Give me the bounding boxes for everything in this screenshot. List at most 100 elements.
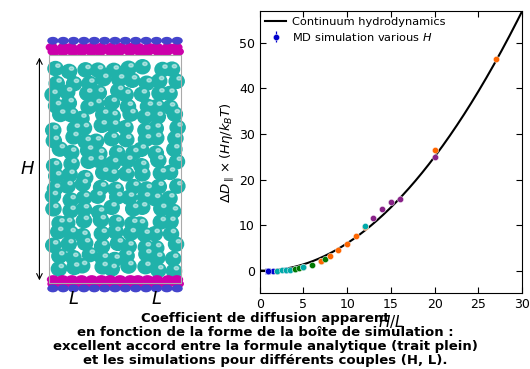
- Ellipse shape: [104, 96, 119, 110]
- Ellipse shape: [134, 182, 138, 186]
- Ellipse shape: [113, 48, 125, 55]
- Ellipse shape: [59, 264, 64, 268]
- Ellipse shape: [84, 123, 89, 127]
- Ellipse shape: [100, 208, 104, 211]
- Ellipse shape: [74, 111, 89, 125]
- Ellipse shape: [102, 242, 107, 245]
- Ellipse shape: [160, 89, 164, 92]
- Ellipse shape: [114, 276, 126, 283]
- Ellipse shape: [113, 121, 118, 124]
- Ellipse shape: [93, 213, 109, 227]
- Ellipse shape: [84, 204, 89, 208]
- Ellipse shape: [121, 259, 136, 273]
- Ellipse shape: [58, 227, 63, 231]
- Ellipse shape: [158, 156, 163, 159]
- Ellipse shape: [93, 180, 109, 194]
- Ellipse shape: [58, 285, 68, 292]
- Ellipse shape: [170, 120, 185, 134]
- Ellipse shape: [119, 249, 134, 263]
- Ellipse shape: [48, 182, 63, 196]
- Ellipse shape: [135, 167, 150, 181]
- Ellipse shape: [46, 189, 60, 203]
- Ellipse shape: [139, 76, 154, 90]
- Text: et les simulations pour différents couples (H, L).: et les simulations pour différents coupl…: [83, 354, 447, 367]
- Ellipse shape: [98, 66, 103, 69]
- Ellipse shape: [117, 218, 121, 221]
- Ellipse shape: [60, 85, 75, 99]
- Ellipse shape: [101, 183, 105, 186]
- Ellipse shape: [105, 118, 121, 132]
- Ellipse shape: [75, 177, 91, 191]
- Ellipse shape: [56, 101, 61, 105]
- Ellipse shape: [119, 75, 124, 78]
- Ellipse shape: [46, 123, 61, 137]
- Ellipse shape: [99, 156, 103, 159]
- Ellipse shape: [172, 48, 183, 55]
- Ellipse shape: [134, 48, 145, 55]
- Ellipse shape: [138, 123, 153, 137]
- Ellipse shape: [165, 204, 181, 218]
- Ellipse shape: [49, 76, 64, 90]
- Ellipse shape: [163, 100, 178, 114]
- Ellipse shape: [52, 249, 67, 263]
- Ellipse shape: [49, 99, 64, 113]
- Ellipse shape: [114, 66, 119, 69]
- Ellipse shape: [76, 276, 87, 283]
- Ellipse shape: [53, 90, 57, 93]
- Ellipse shape: [74, 132, 78, 136]
- Ellipse shape: [153, 215, 169, 229]
- Ellipse shape: [52, 142, 67, 156]
- Ellipse shape: [162, 191, 177, 205]
- Ellipse shape: [86, 65, 90, 69]
- Ellipse shape: [175, 145, 179, 148]
- Ellipse shape: [151, 263, 166, 277]
- Ellipse shape: [128, 102, 132, 106]
- Ellipse shape: [167, 142, 182, 156]
- Ellipse shape: [86, 44, 98, 51]
- Ellipse shape: [86, 276, 97, 283]
- Ellipse shape: [138, 260, 153, 274]
- Ellipse shape: [113, 158, 118, 162]
- Ellipse shape: [135, 60, 150, 74]
- Ellipse shape: [103, 254, 108, 258]
- Ellipse shape: [153, 48, 164, 55]
- Ellipse shape: [110, 190, 125, 204]
- Ellipse shape: [102, 229, 107, 232]
- Ellipse shape: [120, 285, 130, 292]
- Ellipse shape: [66, 280, 77, 287]
- Ellipse shape: [95, 260, 110, 274]
- Ellipse shape: [82, 76, 97, 90]
- Ellipse shape: [120, 100, 136, 114]
- Ellipse shape: [107, 63, 121, 77]
- Ellipse shape: [149, 100, 164, 114]
- Ellipse shape: [71, 195, 75, 199]
- Ellipse shape: [67, 218, 72, 222]
- Ellipse shape: [100, 38, 110, 44]
- Ellipse shape: [55, 184, 60, 187]
- Ellipse shape: [126, 202, 141, 216]
- Ellipse shape: [149, 241, 164, 255]
- Ellipse shape: [101, 215, 105, 219]
- Ellipse shape: [150, 251, 165, 265]
- Ellipse shape: [156, 124, 161, 127]
- Ellipse shape: [118, 192, 122, 196]
- Ellipse shape: [78, 170, 93, 184]
- Ellipse shape: [131, 110, 135, 113]
- Ellipse shape: [109, 215, 124, 229]
- Ellipse shape: [66, 130, 81, 144]
- Ellipse shape: [163, 227, 179, 241]
- Ellipse shape: [76, 191, 92, 205]
- Ellipse shape: [89, 102, 93, 106]
- Ellipse shape: [129, 193, 134, 196]
- Ellipse shape: [55, 161, 59, 165]
- Text: Coefficient de diffusion apparent: Coefficient de diffusion apparent: [141, 312, 389, 325]
- Ellipse shape: [63, 107, 78, 122]
- Ellipse shape: [143, 62, 147, 66]
- Ellipse shape: [141, 38, 151, 44]
- Ellipse shape: [54, 125, 58, 129]
- Ellipse shape: [52, 216, 67, 230]
- Ellipse shape: [71, 228, 75, 232]
- Ellipse shape: [95, 252, 110, 266]
- Ellipse shape: [157, 102, 162, 105]
- Ellipse shape: [75, 124, 80, 127]
